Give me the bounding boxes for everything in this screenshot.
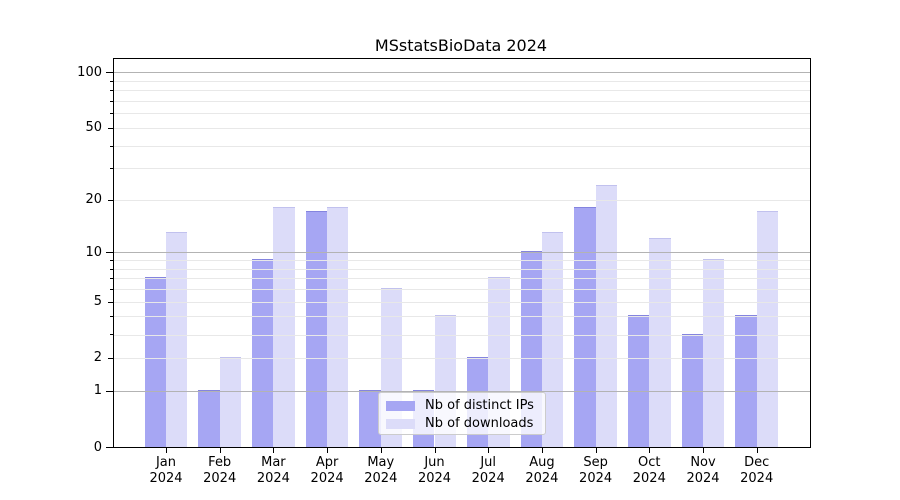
bar-downloads-aug [541,231,564,447]
gridline-minor-50 [114,127,810,129]
y-tick-9 [110,260,113,261]
bar-downloads-oct [649,237,671,447]
y-tick-20 [108,200,113,201]
x-tick-nov [703,448,704,453]
x-tick-mar [273,448,275,453]
x-tick-label-may: May 2024 [364,455,398,486]
gridline-minor-7 [114,278,810,280]
bar-ips-mar [252,259,274,447]
y-tick-5 [108,302,113,303]
x-tick-label-dec: Dec 2024 [740,455,774,486]
legend-label-distinct-ips: Nb of distinct IPs [425,398,534,413]
bar-downloads-dec [756,211,779,447]
legend-swatch-ips-icon [386,400,415,411]
y-tick-40 [110,146,113,147]
legend-item-downloads: Nb of downloads [379,415,545,432]
bar-ips-dec [735,315,757,447]
x-tick-apr [327,448,329,453]
bar-downloads-jan [166,231,188,447]
x-tick-label-jun: Jun 2024 [417,455,452,486]
x-tick-label-sep: Sep 2024 [579,455,613,486]
y-tick-4 [110,316,113,317]
y-tick-3 [110,334,113,335]
plot-area: Nb of distinct IPs Nb of downloads [113,58,811,448]
y-tick-label-1: 1 [93,383,102,399]
x-tick-jan [166,448,167,453]
y-tick-label-20: 20 [85,192,102,208]
legend-label-downloads: Nb of downloads [425,416,534,431]
y-tick-90 [110,81,113,82]
x-tick-label-feb: Feb 2024 [203,455,237,486]
y-tick-7 [110,278,113,279]
bar-downloads-nov [703,259,725,447]
y-tick-1 [106,391,113,392]
y-tick-6 [110,289,113,290]
gridline-minor-20 [114,199,810,201]
y-tick-0 [106,447,113,448]
gridline-minor-3 [114,334,810,336]
y-tick-label-5: 5 [93,294,102,310]
legend-item-distinct-ips: Nb of distinct IPs [379,397,545,414]
bar-downloads-sep [595,184,617,447]
gridline-minor-2 [114,357,810,359]
x-tick-label-mar: Mar 2024 [256,455,290,486]
bar-ips-jan [144,277,166,447]
gridline-major-100 [114,72,810,74]
y-tick-10 [106,252,113,253]
gridline-minor-40 [114,145,810,147]
x-tick-jun [434,448,436,453]
y-tick-60 [110,113,113,114]
x-tick-label-aug: Aug 2024 [525,455,559,486]
y-tick-70 [110,101,113,102]
y-tick-label-100: 100 [77,64,102,80]
y-tick-label-50: 50 [85,120,102,136]
x-tick-label-apr: Apr 2024 [310,455,344,486]
y-tick-label-2: 2 [93,350,102,366]
x-tick-dec [756,448,758,453]
chart-title: MSstatsBioData 2024 [374,36,548,55]
x-tick-may [380,448,382,453]
bar-downloads-apr [327,207,349,447]
gridline-minor-80 [114,90,810,92]
x-tick-label-jul: Jul 2024 [471,455,505,486]
gridline-minor-5 [114,301,810,303]
y-tick-80 [110,90,113,91]
gridline-major-10 [114,252,810,254]
bar-ips-apr [305,211,328,447]
x-tick-aug [541,448,543,453]
y-tick-label-0: 0 [93,439,102,455]
x-tick-label-jan: Jan 2024 [149,455,183,486]
legend: Nb of distinct IPs Nb of downloads [378,392,546,435]
y-tick-100 [106,72,113,73]
bar-ips-may [359,389,381,447]
y-tick-label-10: 10 [85,244,102,260]
gridline-minor-4 [114,316,810,318]
x-tick-jul [488,448,490,453]
legend-swatch-downloads-icon [386,418,415,429]
y-tick-50 [108,128,113,129]
gridline-minor-8 [114,268,810,270]
x-tick-label-nov: Nov 2024 [686,455,720,486]
gridline-minor-90 [114,80,810,82]
y-tick-30 [110,168,113,169]
bar-ips-sep [574,207,596,447]
gridline-minor-60 [114,113,810,115]
bar-downloads-mar [273,207,295,447]
gridline-minor-70 [114,101,810,102]
y-tick-2 [108,358,113,359]
gridline-minor-9 [114,260,810,262]
bar-downloads-feb [219,356,242,447]
x-tick-feb [219,448,221,453]
bar-ips-feb [198,389,220,447]
x-tick-label-oct: Oct 2024 [632,455,666,486]
bar-ips-nov [681,333,703,447]
gridline-major-1 [114,390,810,392]
x-tick-sep [595,448,597,453]
gridline-minor-30 [114,168,810,170]
x-tick-oct [649,448,651,453]
bar-ips-oct [627,315,650,447]
y-tick-8 [110,269,113,270]
gridline-minor-6 [114,289,810,291]
